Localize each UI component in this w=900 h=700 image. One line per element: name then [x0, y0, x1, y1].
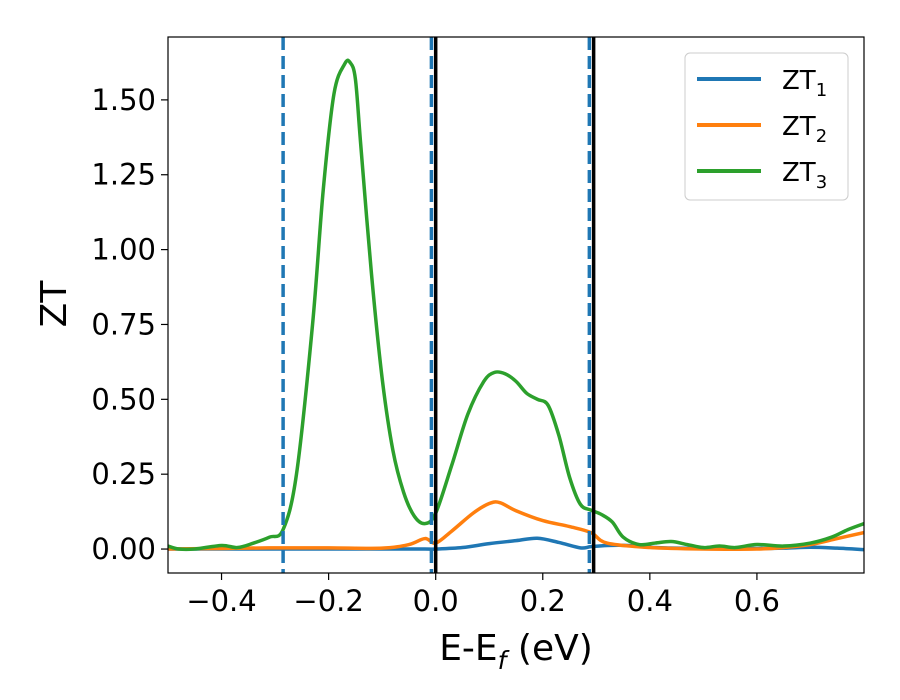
legend-label-1: ZT1 [782, 66, 827, 101]
axes: −0.4 −0.2 0.0 0.2 0.4 0.6 0.00 0.25 0.50 0.75 1.00… [91, 36, 865, 618]
x-tick-label: 0.0 [413, 584, 459, 618]
legend-item-2: ZT2 [697, 112, 827, 147]
plot-content [168, 37, 864, 573]
series-line-zt2 [168, 500, 864, 551]
y-tick-label: 1.50 [91, 83, 156, 117]
x-tick-label: 0.6 [734, 584, 780, 618]
y-tick-label: 0.25 [91, 457, 156, 491]
plot-area [168, 37, 864, 573]
legend-frame [684, 52, 849, 201]
y-tick-label: 1.00 [91, 233, 156, 267]
x-tick-label: 0.4 [627, 584, 673, 618]
series-line-zt3 [168, 58, 864, 552]
x-tick-label: 0.2 [520, 584, 566, 618]
y-tick-label: 1.25 [91, 158, 156, 192]
x-axis-label: E-Ef (eV) [439, 628, 593, 675]
y-axis-label: ZT [34, 280, 75, 328]
legend-label-3: ZT3 [782, 158, 827, 193]
y-tick-label: 0.75 [91, 307, 156, 341]
plot-frame [167, 36, 865, 574]
x-tick-label: −0.2 [293, 584, 363, 618]
y-tick-label: 0.00 [91, 532, 156, 566]
y-tick-label: 0.50 [91, 382, 156, 416]
x-tick-label: −0.4 [186, 584, 256, 618]
legend: ZT1 ZT2 ZT3 [684, 52, 849, 201]
legend-item-3: ZT3 [697, 158, 827, 193]
legend-label-2: ZT2 [782, 112, 827, 147]
legend-item-1: ZT1 [697, 66, 827, 101]
